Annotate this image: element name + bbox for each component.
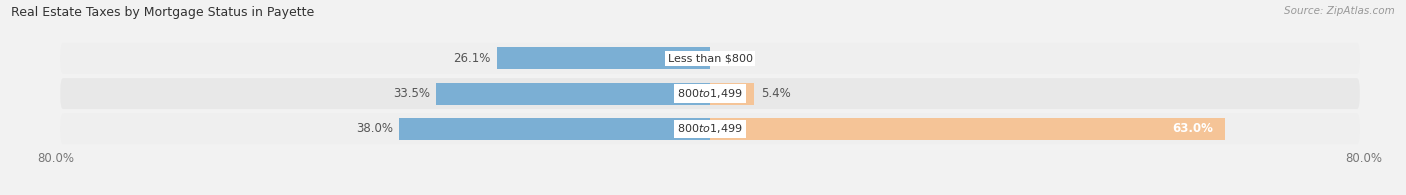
Text: Real Estate Taxes by Mortgage Status in Payette: Real Estate Taxes by Mortgage Status in … [11,6,315,19]
Text: 38.0%: 38.0% [356,122,392,135]
Text: 63.0%: 63.0% [1171,122,1212,135]
Bar [710,118,1225,140]
Text: Less than $800: Less than $800 [668,53,752,63]
Bar [399,118,710,140]
Bar [436,83,710,105]
Text: 5.4%: 5.4% [761,87,790,100]
Text: 26.1%: 26.1% [453,52,491,65]
Text: $800 to $1,499: $800 to $1,499 [678,122,742,135]
Text: 33.5%: 33.5% [392,87,430,100]
FancyBboxPatch shape [60,113,1360,144]
Text: Source: ZipAtlas.com: Source: ZipAtlas.com [1284,6,1395,16]
Bar [710,83,754,105]
Bar [496,47,710,69]
Text: $800 to $1,499: $800 to $1,499 [678,87,742,100]
Text: 0.0%: 0.0% [717,52,747,65]
FancyBboxPatch shape [60,78,1360,109]
FancyBboxPatch shape [60,43,1360,74]
